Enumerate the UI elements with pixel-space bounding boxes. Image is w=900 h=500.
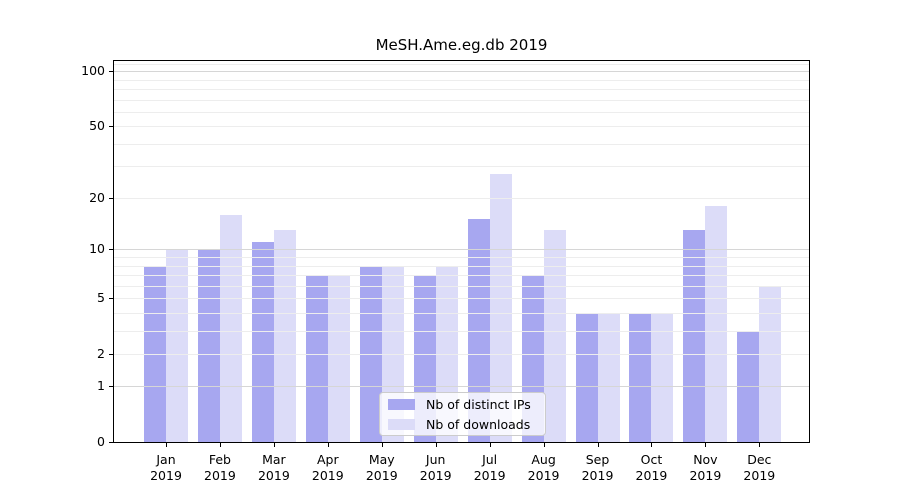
plot-area: Nb of distinct IPs Nb of downloads (113, 60, 810, 443)
y-tick-label-2: 2 (97, 345, 105, 361)
x-tick-label-jul: Jul 2019 (473, 452, 506, 483)
x-tick-label-jan: Jan 2019 (150, 452, 182, 483)
bar-ips-dec (737, 330, 760, 442)
x-tick-label-dec: Dec 2019 (743, 452, 776, 483)
x-tick-may (381, 443, 383, 447)
y-tick-label-20: 20 (89, 189, 105, 205)
y-tick-label-10: 10 (89, 241, 105, 257)
x-tick-apr (327, 443, 329, 447)
x-tick-aug (543, 443, 545, 447)
bar-ips-feb (197, 249, 220, 442)
bar-downloads-nov (705, 205, 728, 442)
y-tick-20 (109, 197, 113, 199)
bar-ips-oct (629, 312, 652, 442)
x-tick-jan (166, 443, 167, 447)
x-tick-label-feb: Feb 2019 (204, 452, 236, 483)
bar-downloads-oct (651, 312, 674, 442)
x-tick-label-jun: Jun 2019 (419, 452, 452, 483)
legend-swatch-ips (388, 398, 415, 410)
y-tick-label-50: 50 (89, 118, 105, 134)
y-tick-2 (109, 353, 113, 355)
legend-label-downloads: Nb of downloads (426, 416, 531, 432)
bar-downloads-sep (597, 312, 620, 442)
legend-item-downloads: Nb of downloads (388, 417, 537, 432)
x-tick-label-aug: Aug 2019 (527, 452, 560, 483)
bar-downloads-jan (166, 249, 188, 442)
y-tick-1 (109, 386, 113, 388)
bars-layer (114, 61, 809, 442)
x-tick-sep (597, 443, 599, 447)
x-tick-oct (651, 443, 653, 447)
bar-ips-mar (251, 242, 274, 442)
y-tick-0 (109, 442, 113, 443)
chart-title: MeSH.Ame.eg.db 2019 (375, 36, 548, 54)
bar-ips-sep (575, 312, 598, 442)
y-tick-100 (109, 71, 113, 73)
y-tick-label-1: 1 (97, 378, 105, 394)
y-tick-50 (109, 126, 113, 128)
x-tick-mar (273, 443, 275, 447)
bar-downloads-dec (759, 285, 782, 442)
x-tick-label-nov: Nov 2019 (689, 452, 722, 483)
y-tick-10 (109, 249, 113, 251)
bar-ips-apr (305, 275, 328, 442)
bar-ips-nov (683, 230, 706, 442)
legend-label-distinct-ips: Nb of distinct IPs (426, 396, 531, 412)
bar-downloads-jul (489, 174, 512, 442)
y-tick-label-0: 0 (97, 434, 105, 449)
y-tick-label-5: 5 (97, 290, 105, 306)
x-tick-label-may: May 2019 (365, 452, 398, 483)
x-tick-jun (435, 443, 437, 447)
legend-swatch-downloads (388, 418, 415, 430)
x-tick-label-apr: Apr 2019 (311, 452, 344, 483)
bar-downloads-feb (219, 214, 242, 442)
bar-ips-jan (144, 265, 166, 442)
bar-downloads-apr (327, 275, 350, 442)
x-tick-label-sep: Sep 2019 (581, 452, 614, 483)
legend: Nb of distinct IPs Nb of downloads (379, 392, 546, 436)
x-tick-label-oct: Oct 2019 (635, 452, 668, 483)
y-tick-label-100: 100 (81, 63, 105, 79)
x-tick-nov (705, 443, 707, 447)
x-tick-feb (219, 443, 221, 447)
bar-downloads-mar (273, 230, 296, 442)
bar-downloads-aug (543, 230, 566, 442)
y-tick-5 (109, 298, 113, 300)
x-tick-jul (489, 443, 491, 447)
legend-item-distinct-ips: Nb of distinct IPs (388, 397, 537, 412)
x-tick-dec (759, 443, 761, 447)
x-tick-label-mar: Mar 2019 (257, 452, 290, 483)
